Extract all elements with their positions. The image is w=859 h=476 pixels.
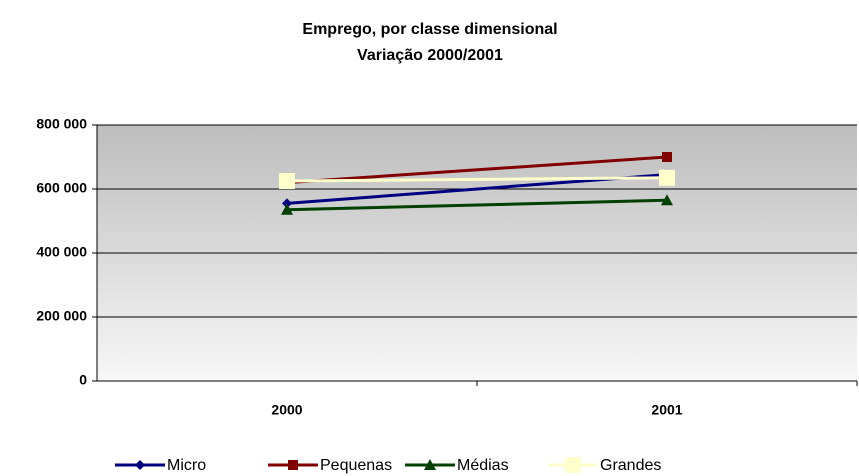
legend-label: Grandes [600,457,661,474]
x-tick-label: 2001 [651,402,682,418]
legend-marker [424,459,436,470]
y-tick-label: 200 000 [36,308,87,324]
chart-subtitle: Variação 2000/2001 [357,47,503,64]
point-marker [282,198,292,209]
legend-label: Pequenas [320,457,392,474]
series-line [286,198,668,212]
point-marker [662,152,672,162]
point-marker [659,169,675,186]
point-marker [661,194,673,206]
legend-label: Micro [167,457,206,474]
legend-marker [565,457,581,473]
point-marker [281,203,293,215]
chart-title: Emprego, por classe dimensional [302,21,557,38]
y-tick-label: 0 [79,372,87,388]
series-line [286,155,668,185]
point-marker [279,173,295,189]
y-tick-label: 800 000 [36,116,87,132]
series-line [286,176,668,183]
y-tick-label: 600 000 [36,180,87,196]
x-tick-label: 2000 [271,402,302,418]
legend-marker [135,460,145,470]
y-tick-label: 400 000 [36,244,87,260]
legend-label: Médias [457,457,509,474]
legend-marker [288,460,298,470]
